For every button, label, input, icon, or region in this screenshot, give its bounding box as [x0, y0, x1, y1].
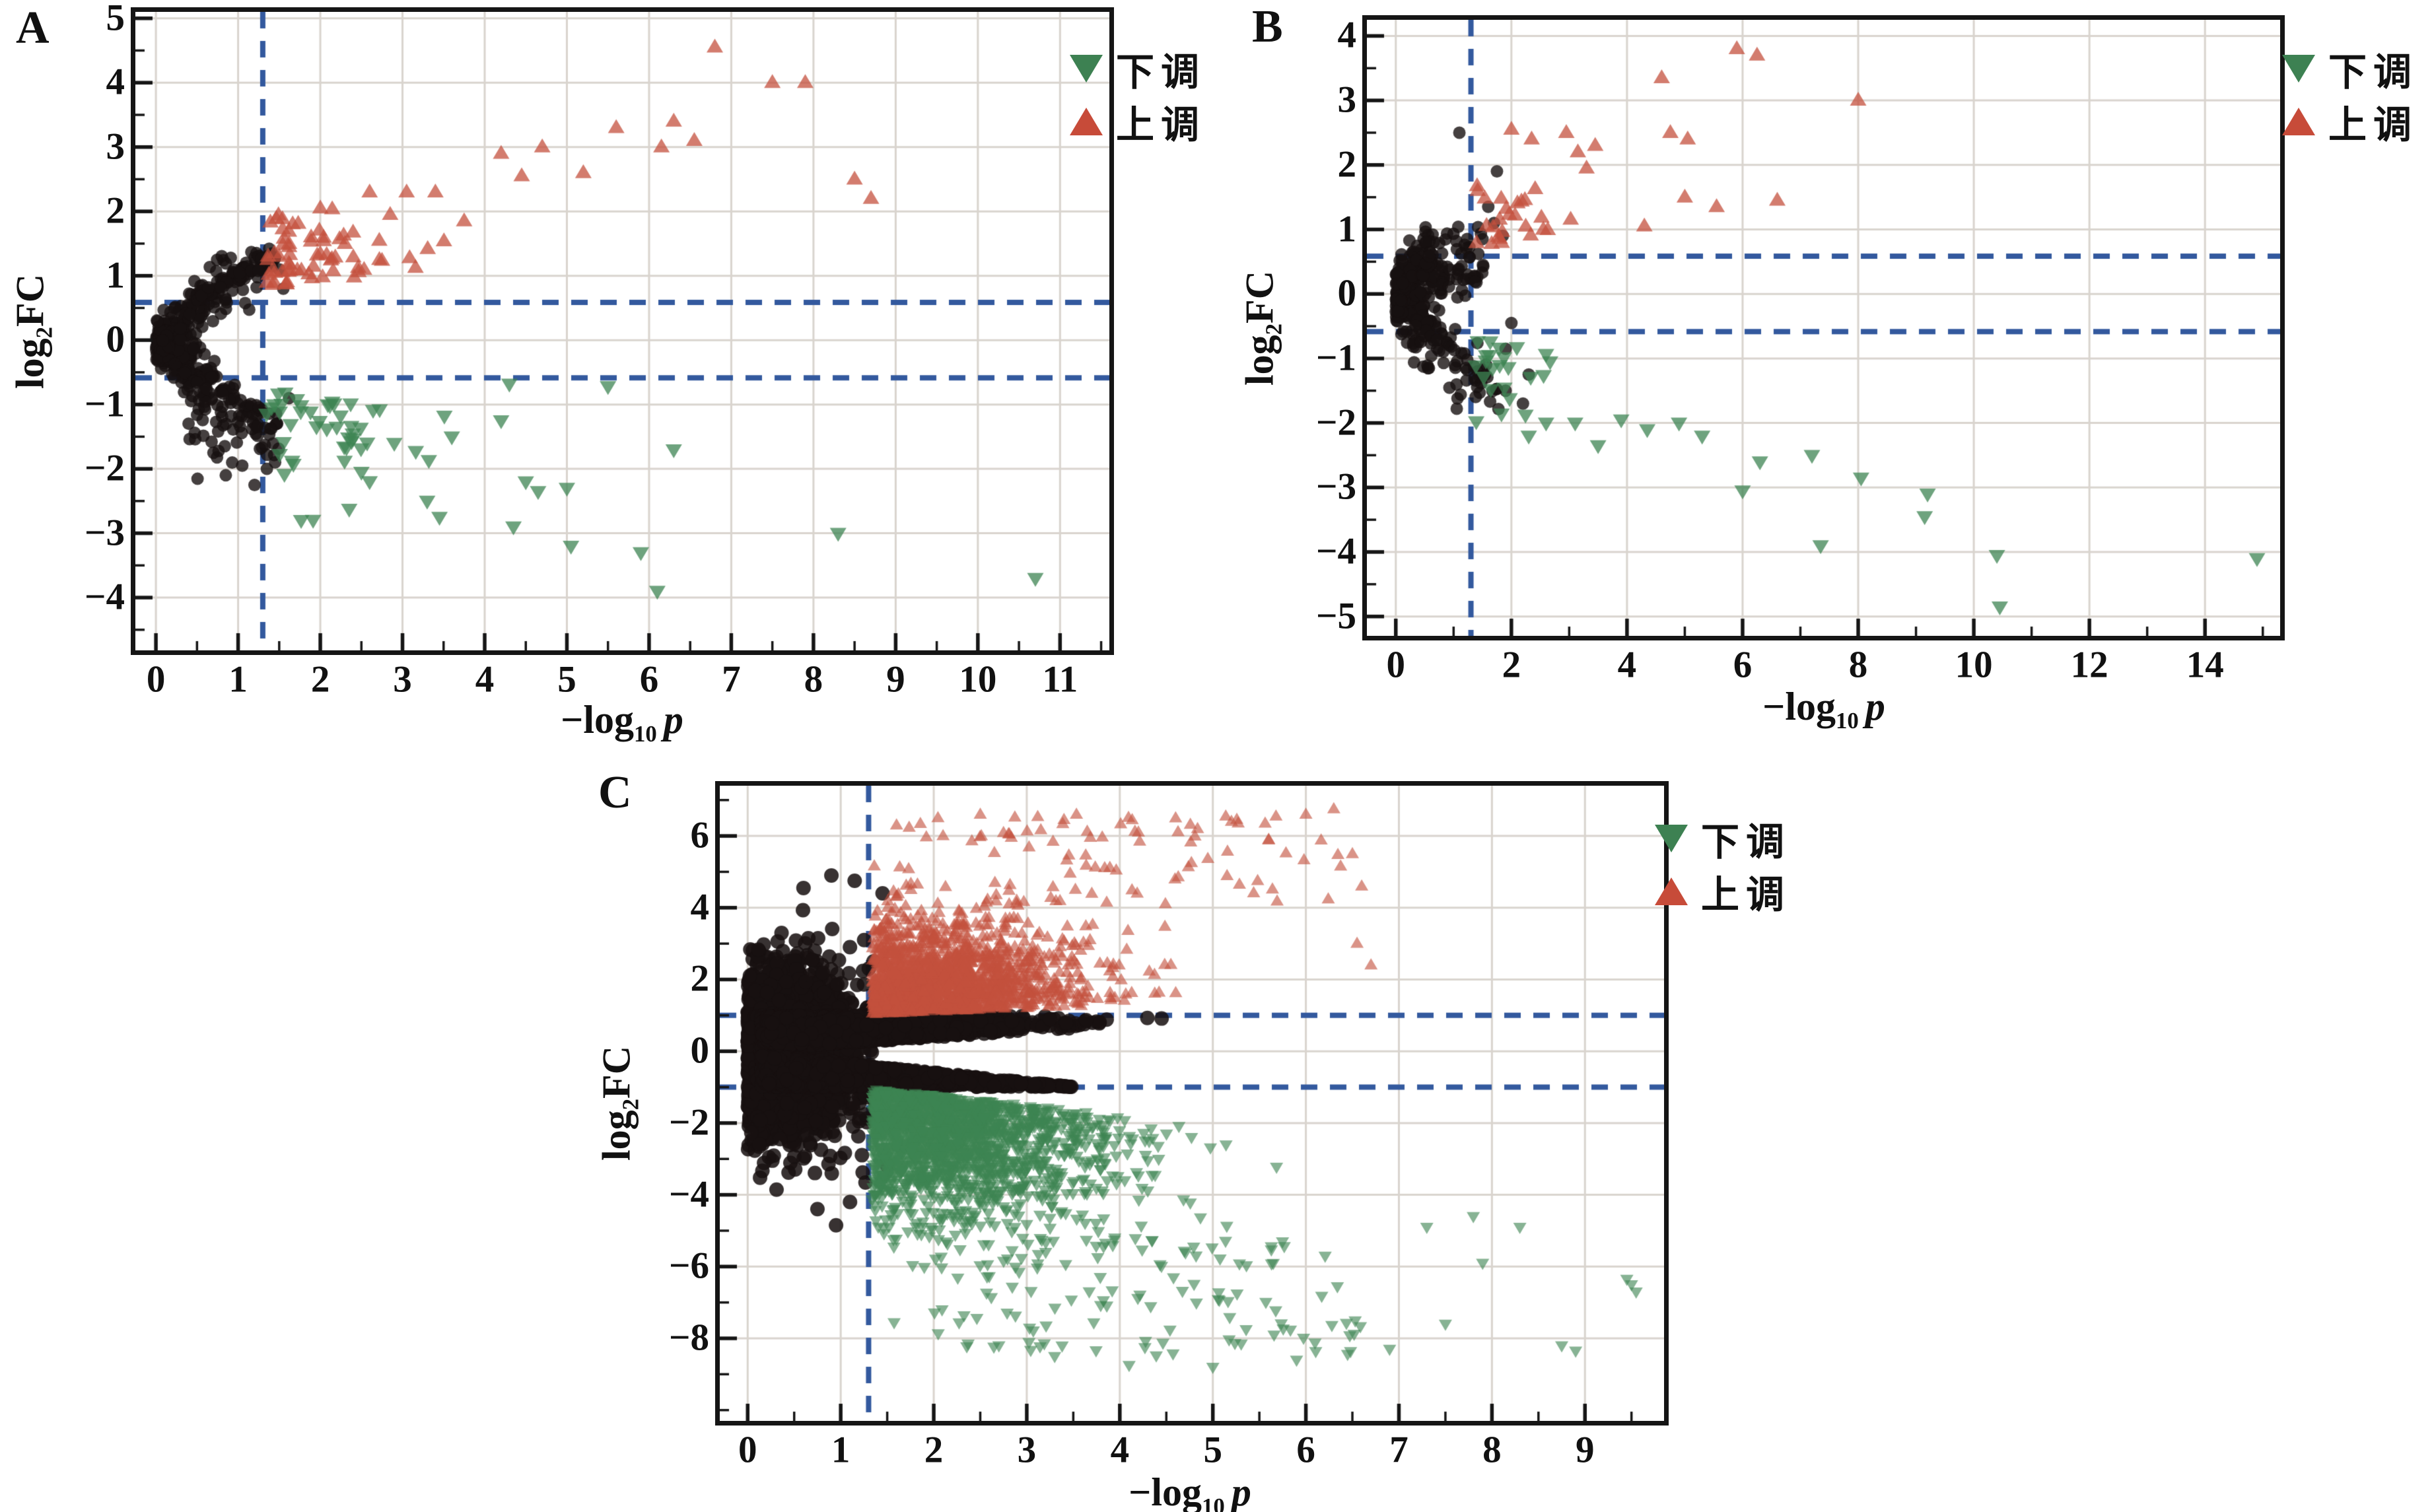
- x-tick-label-A: 3: [393, 658, 412, 701]
- panel-b-x-axis-title: −log10 p: [1762, 685, 1885, 734]
- down-triangle-icon: [2282, 55, 2315, 83]
- y-tick-label-B: 2: [1337, 143, 1357, 186]
- y-tick-label-C: 2: [690, 958, 710, 1000]
- y-tick-label-C: −2: [669, 1101, 709, 1144]
- x-tick-label-A: 8: [804, 658, 823, 701]
- x-tick-label-C: 7: [1389, 1429, 1408, 1471]
- y-tick-label-C: 0: [690, 1029, 710, 1072]
- panel-c-label: C: [598, 767, 632, 818]
- x-tick-label-A: 5: [557, 658, 576, 701]
- panel-a-label: A: [16, 3, 50, 53]
- x-tick-label-B: 8: [1848, 644, 1868, 686]
- panel-c-x-axis-title: −log10 p: [1129, 1470, 1251, 1512]
- x-tick-label-A: 2: [310, 658, 330, 701]
- x-tick-label-C: 4: [1110, 1429, 1130, 1471]
- legend-item-down: 下调: [1655, 812, 1791, 865]
- legend-down-label: 下调: [2328, 51, 2419, 94]
- legend-item-up: 上调: [2282, 95, 2418, 148]
- y-tick-label-C: −8: [669, 1317, 709, 1359]
- panel-a-canvas: [135, 12, 1109, 650]
- x-tick-label-A: 9: [886, 658, 905, 701]
- up-triangle-icon: [1655, 877, 1688, 905]
- panel-b-canvas: [1367, 20, 2280, 636]
- x-tick-label-B: 6: [1733, 644, 1753, 686]
- panel-b-legend: 下调 上调: [2282, 42, 2418, 148]
- legend-up-label: 上调: [1701, 874, 1791, 916]
- x-tick-label-A: 1: [228, 658, 248, 701]
- legend-item-up: 上调: [1070, 95, 1206, 148]
- y-tick-label-A: −1: [85, 383, 125, 425]
- legend-down-label: 下调: [1116, 51, 1206, 94]
- panel-a-plot-area: [131, 7, 1114, 655]
- x-tick-label-A: 7: [722, 658, 741, 701]
- y-tick-label-B: −5: [1316, 595, 1356, 637]
- y-tick-label-C: 6: [690, 814, 710, 856]
- legend-item-up: 上调: [1655, 865, 1791, 918]
- panel-c-legend: 下调 上调: [1655, 812, 1791, 918]
- x-tick-label-C: 8: [1482, 1429, 1502, 1471]
- x-tick-label-A: 11: [1042, 658, 1078, 701]
- x-tick-label-C: 3: [1017, 1429, 1037, 1471]
- x-tick-label-C: 6: [1296, 1429, 1315, 1471]
- y-tick-label-A: 0: [106, 318, 125, 361]
- x-tick-label-B: 12: [2070, 644, 2108, 686]
- y-tick-label-B: 1: [1337, 208, 1357, 250]
- y-tick-label-A: −3: [85, 512, 125, 554]
- x-tick-label-B: 10: [1955, 644, 1993, 686]
- y-tick-label-A: −4: [85, 576, 125, 618]
- y-tick-label-B: 3: [1337, 79, 1357, 121]
- x-tick-label-B: 2: [1502, 644, 1521, 686]
- x-tick-label-C: 0: [738, 1429, 757, 1471]
- y-tick-label-A: 1: [106, 254, 125, 296]
- x-tick-label-B: 14: [2186, 644, 2224, 686]
- y-tick-label-B: −2: [1316, 401, 1356, 444]
- x-tick-label-B: 0: [1386, 644, 1406, 686]
- x-tick-label-C: 2: [924, 1429, 944, 1471]
- y-tick-label-C: 4: [690, 886, 710, 928]
- y-tick-label-C: −6: [669, 1245, 709, 1287]
- legend-item-down: 下调: [2282, 42, 2418, 95]
- legend-up-label: 上调: [1116, 104, 1206, 147]
- panel-c-plot-area: [715, 781, 1669, 1426]
- up-triangle-icon: [1070, 108, 1103, 135]
- y-tick-label-C: −4: [669, 1173, 709, 1216]
- panel-b-label: B: [1252, 1, 1283, 52]
- y-tick-label-A: 4: [106, 61, 125, 103]
- x-tick-label-C: 5: [1203, 1429, 1222, 1471]
- y-tick-label-A: 2: [106, 189, 125, 232]
- panel-c-canvas: [720, 786, 1664, 1421]
- panel-b-plot-area: [1362, 15, 2285, 640]
- y-tick-label-B: −3: [1316, 465, 1356, 508]
- x-tick-label-B: 4: [1617, 644, 1637, 686]
- down-triangle-icon: [1655, 825, 1688, 852]
- x-tick-label-C: 1: [831, 1429, 851, 1471]
- legend-down-label: 下调: [1701, 821, 1791, 864]
- panel-a-x-axis-title: −log10 p: [561, 698, 683, 747]
- panel-a-legend: 下调 上调: [1070, 42, 1206, 148]
- legend-up-label: 上调: [2328, 104, 2419, 147]
- x-tick-label-A: 4: [475, 658, 495, 701]
- x-tick-label-A: 10: [959, 658, 997, 701]
- x-tick-label-A: 0: [146, 658, 166, 701]
- down-triangle-icon: [1070, 55, 1103, 83]
- y-tick-label-B: −4: [1316, 530, 1356, 572]
- legend-item-down: 下调: [1070, 42, 1206, 95]
- y-tick-label-A: −2: [85, 447, 125, 489]
- x-tick-label-A: 6: [639, 658, 659, 701]
- y-tick-label-A: 5: [106, 0, 125, 39]
- y-tick-label-A: 3: [106, 125, 125, 168]
- up-triangle-icon: [2282, 108, 2315, 135]
- x-tick-label-C: 9: [1575, 1429, 1595, 1471]
- y-tick-label-B: −1: [1316, 337, 1356, 379]
- y-tick-label-B: 0: [1337, 272, 1357, 314]
- y-tick-label-B: 4: [1337, 15, 1357, 57]
